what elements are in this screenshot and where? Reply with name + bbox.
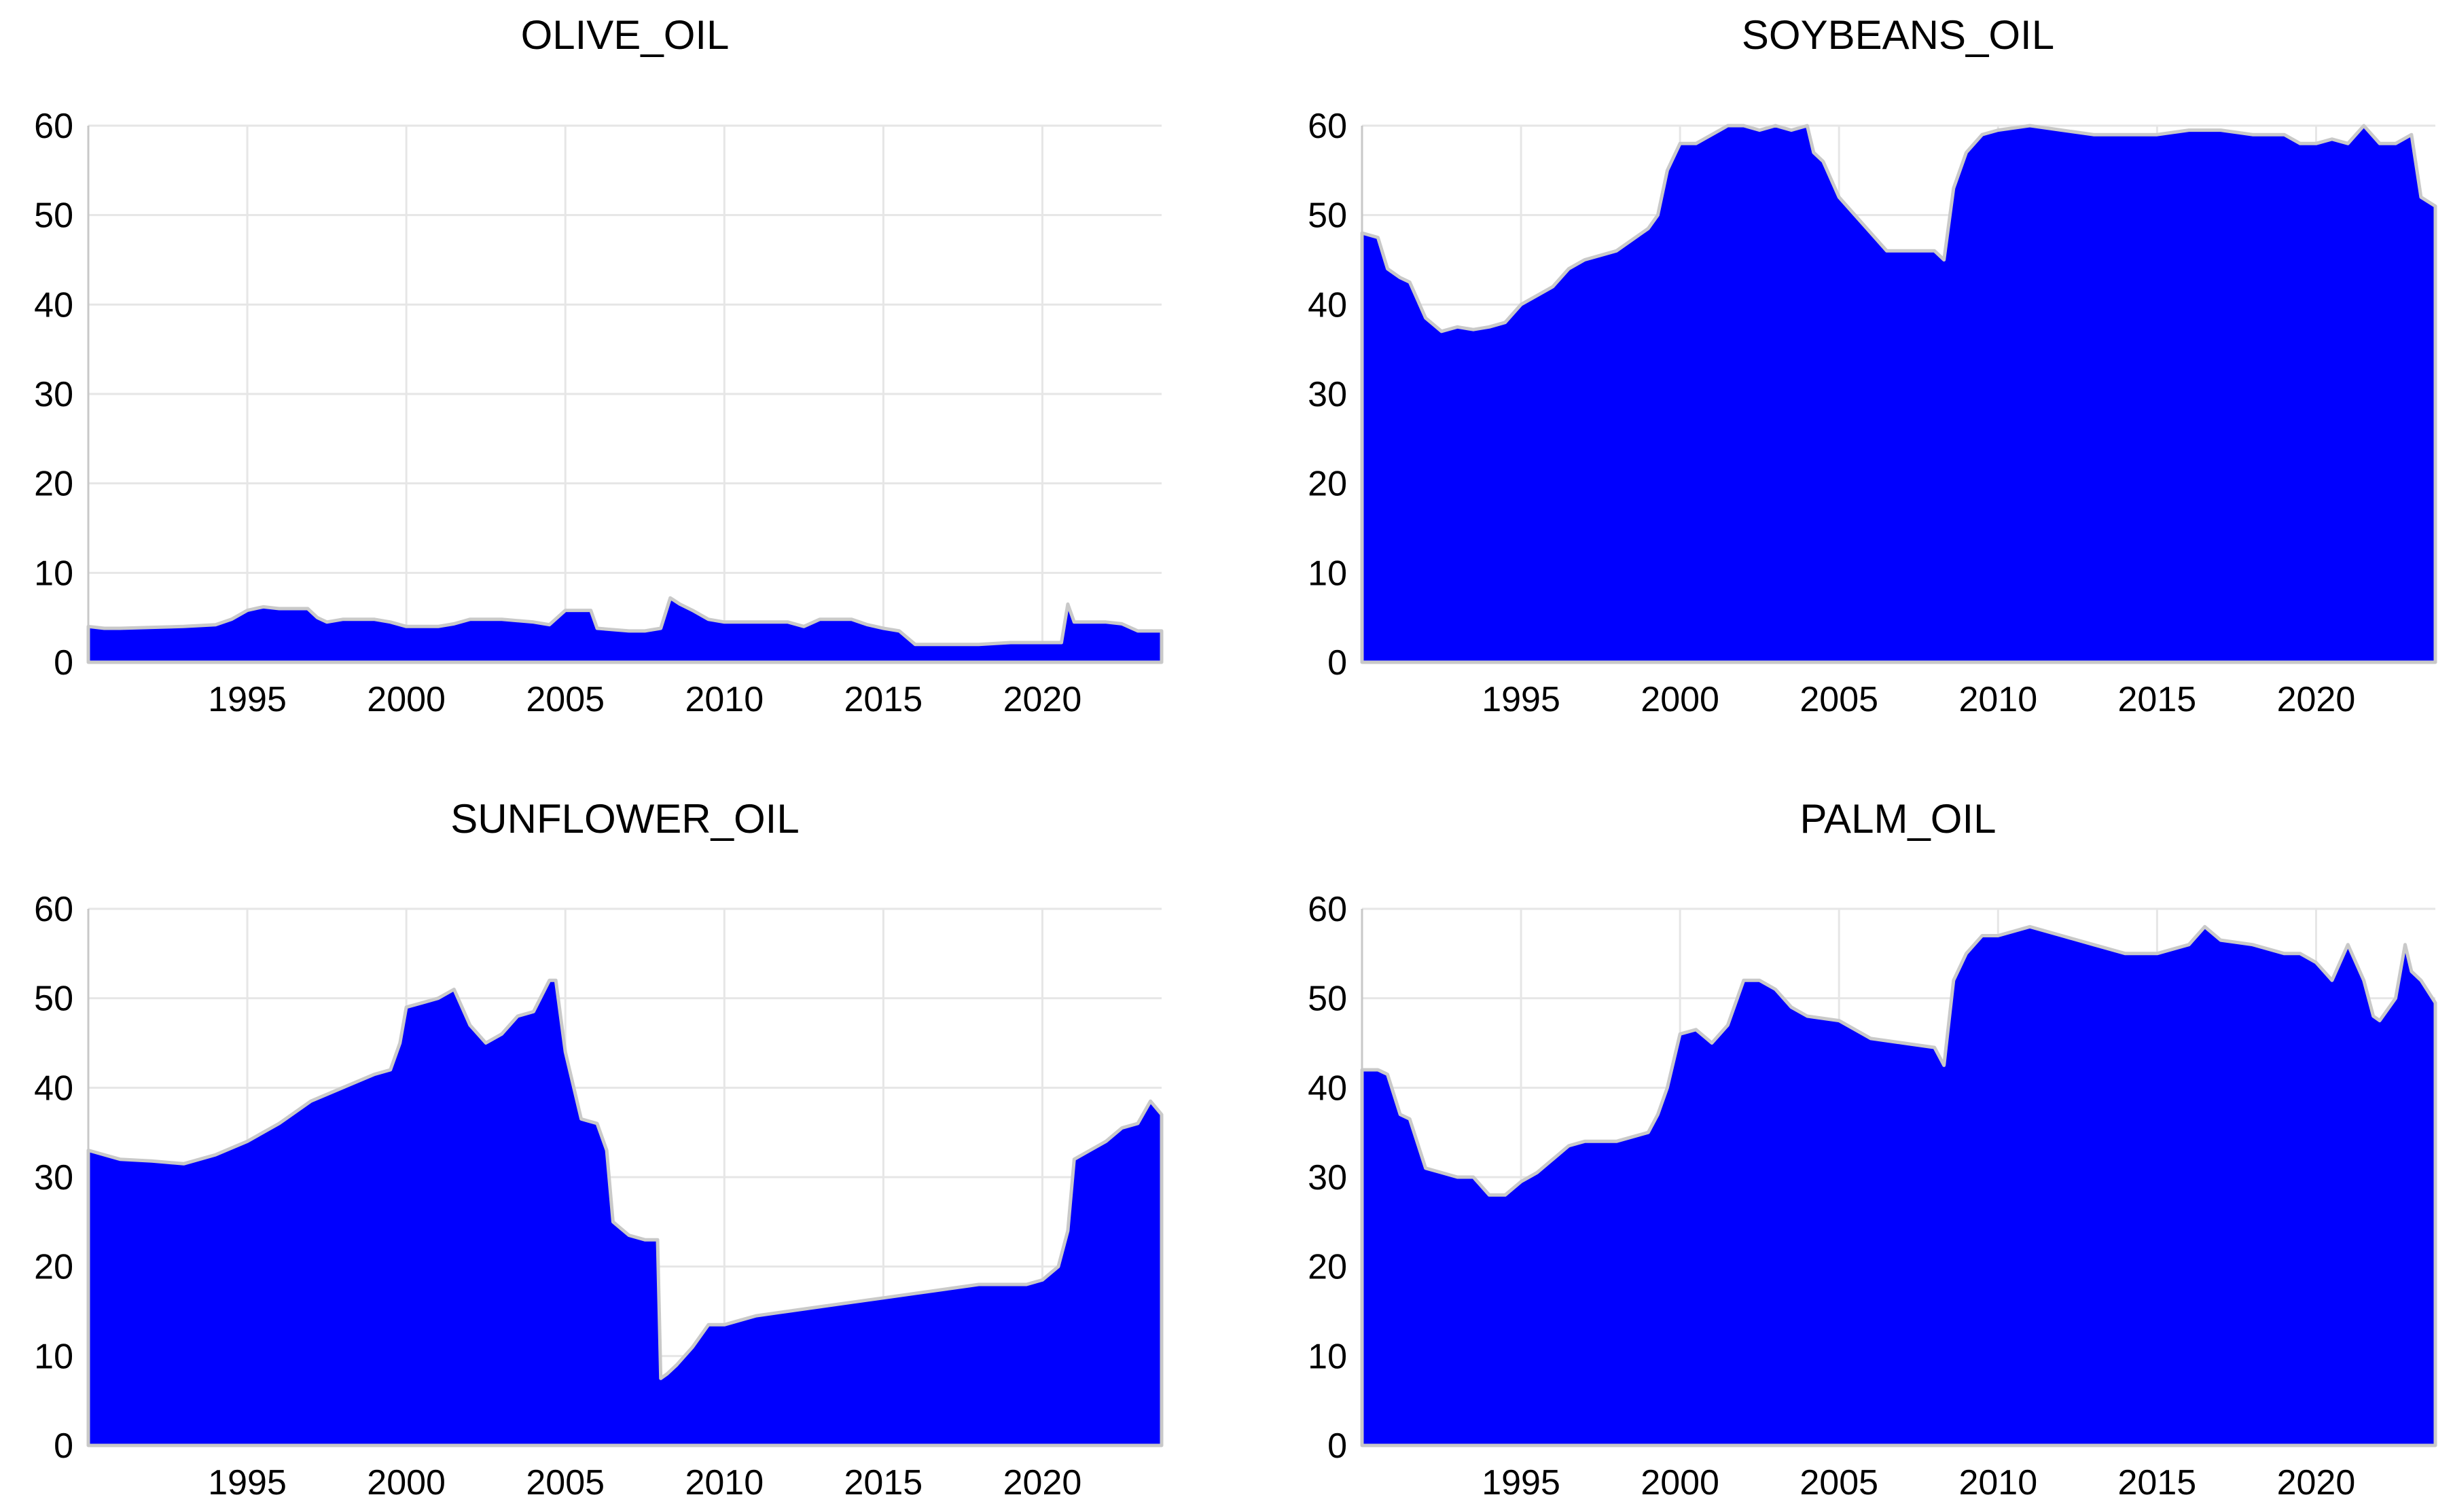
x-tick-label: 2000 <box>1641 680 1719 719</box>
y-tick-label: 0 <box>1327 643 1347 683</box>
x-tick-label: 2005 <box>526 1463 605 1502</box>
y-tick-label: 50 <box>34 979 73 1019</box>
x-tick-label: 2010 <box>685 1463 764 1502</box>
chart-title: SUNFLOWER_OIL <box>450 796 799 842</box>
y-tick-label: 10 <box>1308 554 1347 593</box>
area-series <box>86 978 1164 1447</box>
x-tick-label: 2020 <box>1003 680 1082 719</box>
y-tick-label: 50 <box>1308 196 1347 236</box>
y-tick-label: 10 <box>34 1337 73 1376</box>
y-tick-label: 20 <box>34 465 73 504</box>
y-tick-label: 50 <box>1308 979 1347 1019</box>
palm-oil-panel: PALM_OIL 0 10 20 30 40 50 60 1995 2000 2005 2010 20… <box>1308 796 2437 1502</box>
x-tick-label: 2020 <box>2277 680 2356 719</box>
sunflower-oil-panel: SUNFLOWER_OIL 0 10 20 30 40 50 60 1995 2000 2005 2… <box>34 796 1164 1502</box>
y-tick-label: 10 <box>1308 1337 1347 1376</box>
chart-title: OLIVE_OIL <box>521 12 730 58</box>
y-tick-label: 30 <box>34 1158 73 1198</box>
x-tick-label: 2000 <box>367 680 446 719</box>
y-tick-label: 60 <box>1308 890 1347 929</box>
x-tick-label: 2010 <box>685 680 764 719</box>
x-tick-label: 2015 <box>844 1463 923 1502</box>
x-tick-label: 2015 <box>844 680 923 719</box>
x-tick-label: 2000 <box>367 1463 446 1502</box>
x-tick-label: 2010 <box>1958 680 2037 719</box>
area-series <box>1360 124 2437 664</box>
y-tick-label: 10 <box>34 554 73 593</box>
y-tick-label: 0 <box>54 643 73 683</box>
x-tick-label: 2015 <box>2118 680 2197 719</box>
y-tick-label: 40 <box>1308 1068 1347 1108</box>
olive-oil-panel: OLIVE_OIL 0 10 20 30 40 50 60 1995 2000 2005 2010 2… <box>34 12 1164 719</box>
x-tick-label: 2020 <box>1003 1463 1082 1502</box>
plot-area: 0 10 20 30 40 50 60 1995 2000 2005 2010 2015 2020 <box>34 107 1164 719</box>
x-tick-label: 2005 <box>1800 1463 1878 1502</box>
x-tick-label: 2015 <box>2118 1463 2197 1502</box>
chart-title: SOYBEANS_OIL <box>1742 12 2054 58</box>
y-tick-label: 30 <box>1308 1158 1347 1198</box>
x-tick-label: 1995 <box>1482 1463 1560 1502</box>
y-tick-label: 50 <box>34 196 73 236</box>
y-tick-label: 60 <box>34 890 73 929</box>
area-series <box>86 596 1164 664</box>
y-tick-label: 30 <box>34 375 73 414</box>
soybeans-oil-panel: SOYBEANS_OIL 0 10 20 30 40 50 60 1995 2000 2005 20… <box>1308 12 2437 719</box>
y-tick-label: 0 <box>1327 1426 1347 1466</box>
y-tick-label: 30 <box>1308 375 1347 414</box>
y-tick-label: 20 <box>1308 1248 1347 1287</box>
plot-area: 0 10 20 30 40 50 60 1995 2000 2005 2010 2015 2020 <box>1308 107 2437 719</box>
x-tick-label: 2010 <box>1958 1463 2037 1502</box>
y-tick-label: 20 <box>1308 465 1347 504</box>
y-tick-label: 40 <box>1308 285 1347 325</box>
y-tick-label: 0 <box>54 1426 73 1466</box>
x-tick-label: 2000 <box>1641 1463 1719 1502</box>
plot-area: 0 10 20 30 40 50 60 1995 2000 2005 2010 2015 2020 <box>1308 890 2437 1502</box>
y-tick-label: 60 <box>34 107 73 146</box>
plot-area: 0 10 20 30 40 50 60 1995 2000 2005 2010 2015 2020 <box>34 890 1164 1502</box>
x-tick-label: 2005 <box>1800 680 1878 719</box>
area-series <box>1360 924 2437 1447</box>
x-tick-label: 2005 <box>526 680 605 719</box>
x-tick-label: 1995 <box>208 1463 287 1502</box>
x-tick-label: 2020 <box>2277 1463 2356 1502</box>
x-tick-label: 1995 <box>208 680 287 719</box>
x-tick-label: 1995 <box>1482 680 1560 719</box>
y-tick-label: 40 <box>34 285 73 325</box>
y-tick-label: 60 <box>1308 107 1347 146</box>
chart-title: PALM_OIL <box>1800 796 1996 842</box>
y-tick-label: 40 <box>34 1068 73 1108</box>
y-tick-label: 20 <box>34 1248 73 1287</box>
